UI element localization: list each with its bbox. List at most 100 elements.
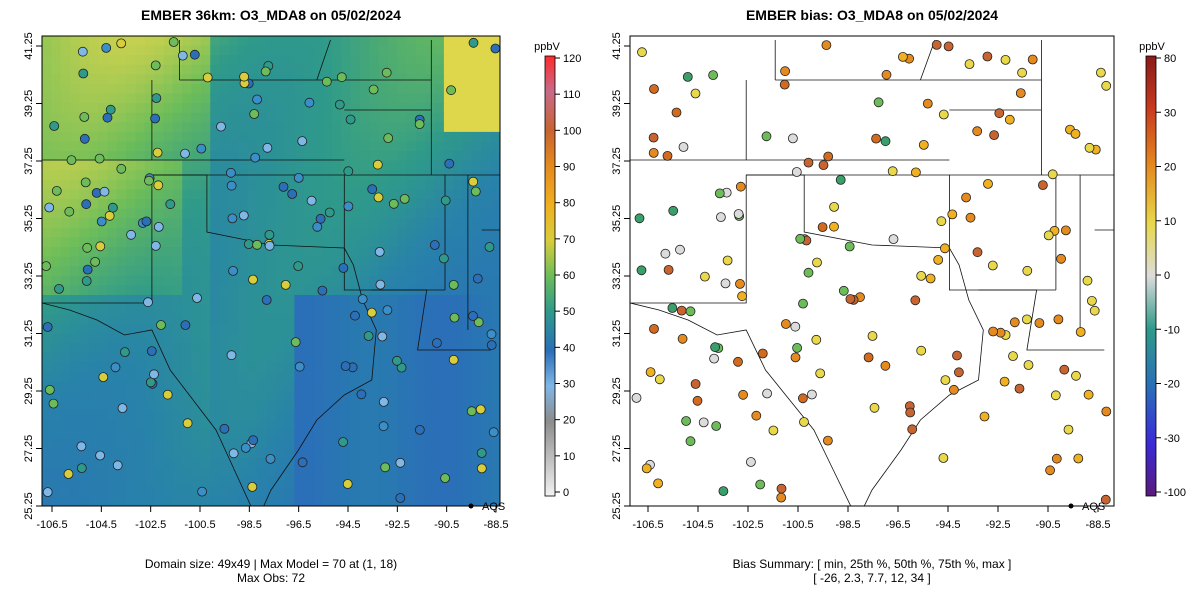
station-marker (82, 242, 93, 253)
bias-station-marker (918, 139, 929, 150)
model-field-cell (79, 467, 90, 478)
model-field-cell (210, 362, 220, 373)
colorbar-tick-label: 60 (563, 270, 575, 282)
bias-station-marker (815, 368, 826, 379)
model-field-cell (210, 390, 220, 401)
station-marker (94, 153, 105, 164)
model-field-cell (163, 333, 174, 344)
model-field-cell (154, 486, 164, 497)
model-field-cell (415, 458, 426, 469)
model-field-cell (79, 458, 90, 469)
model-field-cell (247, 179, 258, 190)
model-field-cell (88, 237, 99, 248)
model-field-cell (126, 131, 136, 142)
model-field-cell (256, 304, 267, 315)
model-field-cell (154, 410, 164, 421)
model-field-cell (172, 458, 183, 469)
model-field-cell (107, 122, 118, 133)
model-field-cell (453, 458, 464, 469)
model-field-cell (191, 429, 202, 440)
model-field-cell (462, 112, 473, 123)
model-field-cell (98, 122, 108, 133)
model-field-cell (453, 438, 464, 449)
model-field-cell (256, 496, 267, 506)
model-field-cell (369, 36, 379, 46)
model-field-cell (313, 227, 323, 238)
model-field-cell (79, 256, 90, 267)
model-field-cell (51, 477, 62, 488)
x-tick-label: -106.5 (632, 519, 663, 531)
model-field-cell (275, 304, 286, 315)
model-field-cell (126, 237, 136, 248)
model-field-cell (163, 55, 174, 66)
model-field-cell (266, 256, 277, 267)
model-field-cell (322, 304, 333, 315)
model-field-cell (462, 141, 473, 152)
model-field-cell (79, 486, 90, 497)
model-field-cell (266, 477, 277, 488)
model-field-cell (88, 131, 99, 142)
model-field-cell (219, 64, 230, 75)
model-field-cell (481, 227, 492, 238)
model-field-cell (350, 400, 361, 411)
model-field-cell (191, 458, 202, 469)
bias-station-marker (1023, 360, 1034, 370)
model-field-cell (481, 112, 492, 123)
model-field-cell (42, 294, 52, 305)
model-field-cell (116, 429, 127, 440)
left-map-frame (41, 35, 501, 507)
bias-station-marker (668, 205, 679, 216)
model-field-cell (434, 74, 445, 85)
model-field-cell (275, 112, 286, 123)
model-field-cell (107, 486, 118, 497)
model-field-cell (247, 496, 258, 506)
model-field-cell (228, 467, 239, 478)
model-field-cell (88, 179, 99, 190)
model-field-cell (60, 304, 71, 315)
model-field-cell (98, 304, 108, 315)
model-field-cell (425, 122, 435, 133)
x-tick-label: -96.5 (885, 519, 910, 531)
model-field-cell (163, 371, 174, 382)
model-field-cell (228, 381, 239, 392)
model-field-cell (154, 36, 164, 46)
model-field-cell (247, 131, 258, 142)
model-field-cell (443, 208, 454, 219)
model-field-cell (79, 314, 90, 325)
model-field-cell (481, 438, 492, 449)
model-field-cell (70, 247, 80, 258)
model-field-cell (191, 36, 202, 46)
model-field-cell (313, 458, 323, 469)
model-field-cell (359, 419, 370, 430)
model-field-cell (331, 112, 342, 123)
model-field-cell (256, 371, 267, 382)
model-field-cell (60, 160, 71, 171)
station-marker (414, 119, 425, 129)
model-field-cell (350, 141, 361, 152)
model-field-cell (210, 74, 220, 85)
model-field-cell (425, 64, 435, 75)
model-field-cell (322, 122, 333, 133)
model-field-cell (60, 256, 71, 267)
bias-station-marker (1050, 390, 1061, 401)
model-field-cell (70, 486, 80, 497)
model-field-cell (163, 247, 174, 258)
station-marker (116, 163, 127, 174)
model-field-cell (462, 352, 473, 363)
model-field-cell (490, 381, 500, 392)
model-field-cell (247, 256, 258, 267)
bias-station-marker (964, 59, 975, 69)
bias-station-marker (972, 247, 983, 258)
bias-station-marker (676, 305, 687, 316)
station-marker (324, 207, 335, 218)
station-marker (490, 43, 500, 54)
model-field-cell (406, 208, 417, 219)
model-field-cell (42, 410, 52, 421)
station-marker (153, 221, 164, 232)
model-field-cell (238, 390, 249, 401)
model-field-cell (322, 352, 333, 363)
station-marker (143, 297, 153, 308)
x-tick-label: -90.5 (434, 519, 459, 531)
model-field-cell (154, 74, 164, 85)
model-field-cell (200, 131, 211, 142)
